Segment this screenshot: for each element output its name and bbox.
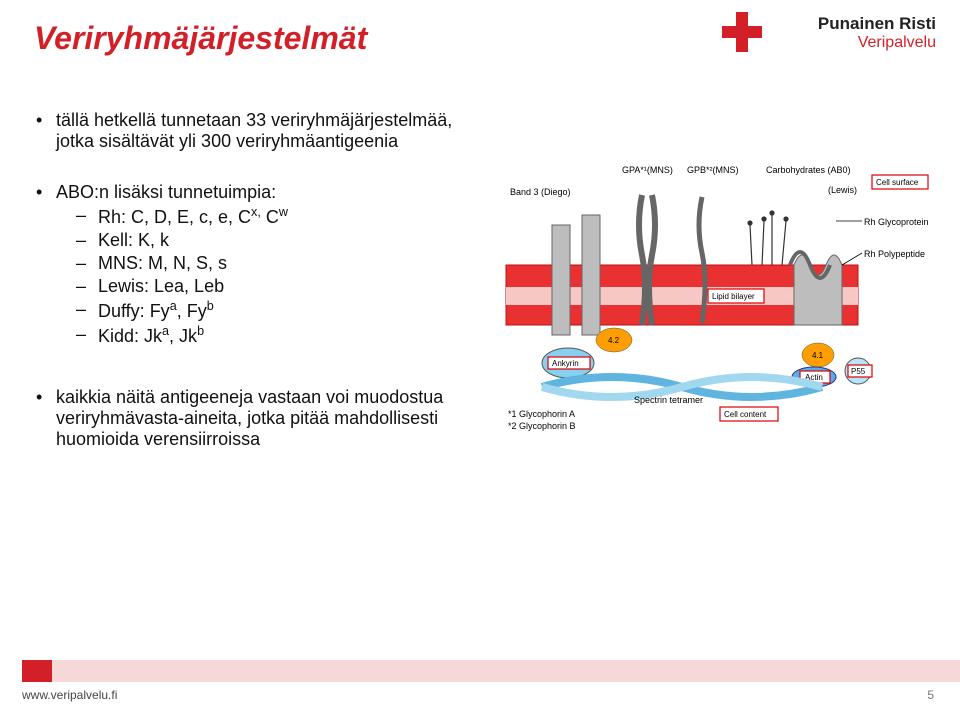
red-cross-icon <box>722 12 762 52</box>
subheading-bullet: ABO:n lisäksi tunnetuimpia: Rh: C, D, E,… <box>36 182 476 347</box>
sub-bullet: Duffy: Fya, Fyb <box>76 299 476 322</box>
footer-url: www.veripalvelu.fi <box>22 688 117 702</box>
label-ankyrin: Ankyrin <box>552 359 579 368</box>
brand-line2: Veripalvelu <box>818 34 936 52</box>
sub-bullet: Kidd: Jka, Jkb <box>76 324 476 347</box>
label-rh-poly: Rh Polypeptide <box>864 249 925 259</box>
sub-bullet: MNS: M, N, S, s <box>76 253 476 274</box>
subheading-text: ABO:n lisäksi tunnetuimpia: <box>56 182 276 202</box>
note2: *2 Glycophorin B <box>508 421 576 431</box>
cell-content-label: Cell content <box>724 410 767 419</box>
lipid-label: Lipid bilayer <box>712 292 755 301</box>
label-41: 4.1 <box>812 351 824 360</box>
brand-line1: Punainen Risti <box>818 14 936 34</box>
label-gpb: GPB*²(MNS) <box>687 165 739 175</box>
label-spectrin: Spectrin tetramer <box>634 395 703 405</box>
brand-logo: Punainen Risti Veripalvelu <box>818 14 936 52</box>
conclusion-bullet: kaikkia näitä antigeeneja vastaan voi mu… <box>36 387 476 450</box>
label-gpa: GPA*¹(MNS) <box>622 165 673 175</box>
cell-surface-label: Cell surface <box>876 178 919 187</box>
note1: *1 Glycophorin A <box>508 409 575 419</box>
intro-bullet: tällä hetkellä tunnetaan 33 veriryhmäjär… <box>36 110 476 152</box>
page-number: 5 <box>927 688 934 702</box>
label-band3: Band 3 (Diego) <box>510 187 571 197</box>
slide-title: Veriryhmäjärjestelmät <box>34 20 367 57</box>
footer-accent <box>22 660 52 682</box>
sub-bullet: Kell: K, k <box>76 230 476 251</box>
label-p55: P55 <box>851 367 866 376</box>
label-carb: Carbohydrates (AB0) <box>766 165 851 175</box>
label-42: 4.2 <box>608 336 620 345</box>
text-content: tällä hetkellä tunnetaan 33 veriryhmäjär… <box>36 100 476 480</box>
sub-bullet: Rh: C, D, E, c, e, Cx, Cw <box>76 205 476 228</box>
footer-bar <box>52 660 960 682</box>
sub-bullet: Lewis: Lea, Leb <box>76 276 476 297</box>
label-carb-sub: (Lewis) <box>828 185 857 195</box>
label-rh-glyco: Rh Glycoprotein <box>864 217 929 227</box>
membrane-diagram: Band 3 (Diego) GPA*¹(MNS) GPB*²(MNS) Car… <box>502 155 932 435</box>
